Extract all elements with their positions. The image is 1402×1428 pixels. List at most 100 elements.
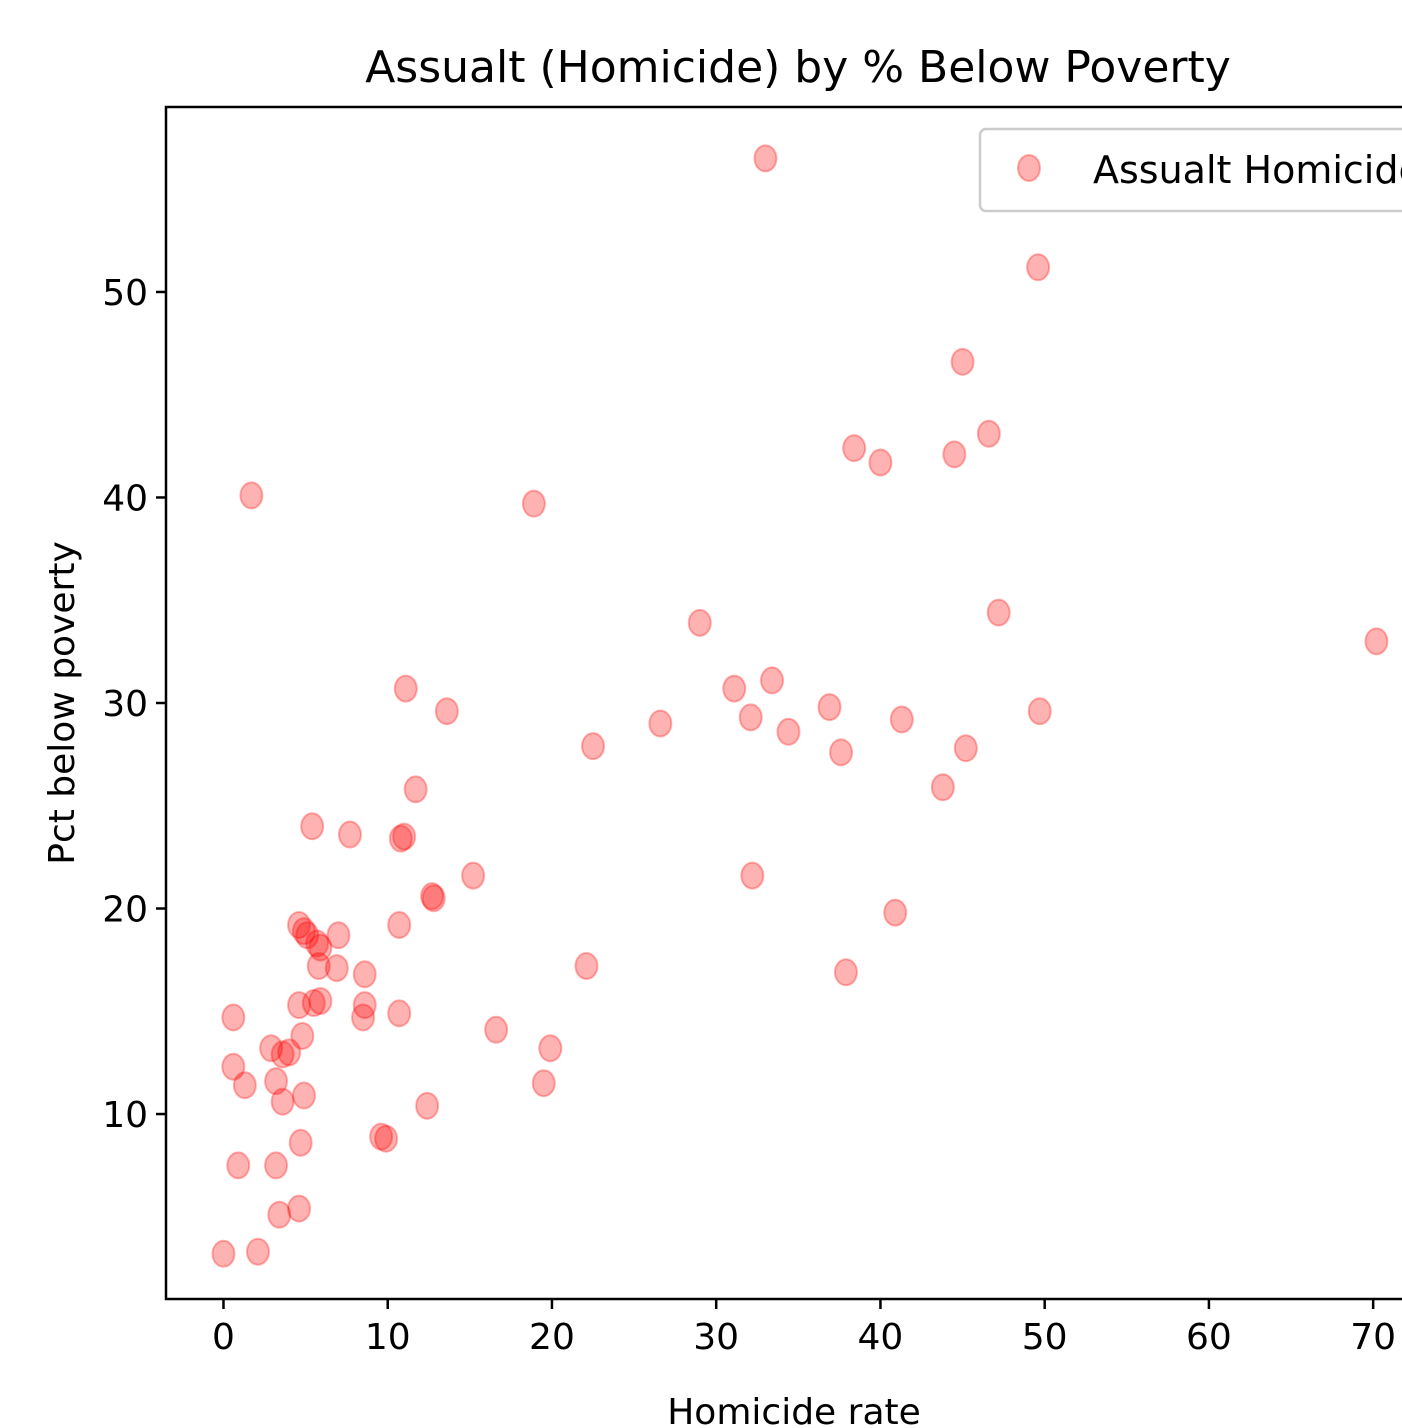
scatter-point: [976, 419, 1001, 448]
y-tick-label: 10: [102, 1095, 148, 1136]
scatter-point: [301, 989, 326, 1018]
legend: Assualt Homicide: [978, 127, 1402, 213]
scatter-point: [277, 1038, 302, 1067]
axes-layer: 0 10 20 30 40 50 60 70 10 20 30 40 50: [102, 273, 1396, 1358]
scatter-point: [421, 884, 446, 913]
x-tick-label: 30: [693, 1317, 739, 1358]
y-tick-label: 20: [102, 890, 148, 931]
scatter-point: [288, 1128, 313, 1157]
scatter-point: [722, 674, 747, 703]
scatter-point: [521, 489, 546, 518]
scatter-point: [287, 1194, 312, 1223]
scatter-point: [415, 1091, 440, 1120]
scatter-point: [817, 693, 842, 722]
legend-marker: [1017, 154, 1041, 182]
scatter-point: [531, 1069, 556, 1098]
scatter-point: [829, 738, 854, 767]
scatter-point: [953, 734, 978, 763]
x-tick-label: 0: [212, 1317, 235, 1358]
scatter-point: [259, 1034, 284, 1063]
scatter-point: [267, 1200, 292, 1229]
scatter-point: [287, 991, 312, 1020]
scatter-point: [760, 666, 785, 695]
scatter-point: [776, 717, 801, 746]
scatter-point: [986, 598, 1011, 627]
legend-label: Assualt Homicide: [1093, 148, 1402, 192]
scatter-point: [369, 1122, 394, 1151]
x-tick-label: 70: [1350, 1317, 1396, 1358]
scatter-point: [1027, 697, 1052, 726]
scatter-point: [300, 812, 325, 841]
scatter-point: [883, 898, 908, 927]
scatter-point: [264, 1067, 289, 1096]
y-tick-label: 50: [102, 273, 148, 314]
scatter-point: [374, 1124, 399, 1153]
scatter-point: [1026, 253, 1051, 282]
scatter-point: [264, 1151, 289, 1180]
scatter-point: [1364, 627, 1389, 656]
x-tick-label: 40: [858, 1317, 904, 1358]
scatter-point: [648, 709, 673, 738]
scatter-point: [420, 882, 445, 911]
scatter-point: [326, 921, 351, 950]
scatter-point: [581, 732, 606, 761]
x-tick-label: 20: [529, 1317, 575, 1358]
x-tick-label: 10: [365, 1317, 411, 1358]
scatter-point: [574, 952, 599, 981]
x-tick-label: 50: [1022, 1317, 1068, 1358]
scatter-point: [291, 917, 316, 946]
scatter-point: [290, 1021, 315, 1050]
y-axis-label: Pct below poverty: [42, 541, 83, 865]
scatter-point: [942, 440, 967, 469]
scatter-point: [434, 697, 459, 726]
scatter-point: [352, 960, 377, 989]
scatter-point: [211, 1239, 236, 1268]
scatter-point: [387, 910, 412, 939]
y-tick-label: 40: [102, 478, 148, 519]
scatter-point: [687, 608, 712, 637]
scatter-point: [868, 448, 893, 477]
y-tick-label: 30: [102, 684, 148, 725]
scatter-point: [392, 822, 417, 851]
scatter-point: [270, 1040, 295, 1069]
scatter-point: [403, 775, 428, 804]
scatter-point: [738, 703, 763, 732]
scatter-point: [387, 999, 412, 1028]
chart-title: Assualt (Homicide) by % Below Poverty: [365, 42, 1231, 93]
scatter-point: [740, 861, 765, 890]
scatter-point: [538, 1034, 563, 1063]
scatter-point: [245, 1237, 270, 1266]
scatter-point: [889, 705, 914, 734]
plot-frame: [164, 105, 1402, 1301]
points-layer: [211, 144, 1389, 1268]
scatter-point: [226, 1151, 251, 1180]
scatter-point: [842, 434, 867, 463]
scatter-point: [305, 929, 330, 958]
scatter-point: [388, 824, 413, 853]
scatter-point: [221, 1052, 246, 1081]
x-axis-label: Homicide rate: [667, 1392, 921, 1428]
scatter-point: [270, 1087, 295, 1116]
scatter-point: [337, 820, 362, 849]
x-tick-label: 60: [1186, 1317, 1232, 1358]
scatter-point: [287, 910, 312, 939]
scatter-point: [950, 347, 975, 376]
scatter-point: [324, 954, 349, 983]
scatter-point: [232, 1071, 257, 1100]
scatter-point: [221, 1003, 246, 1032]
scatter-point: [295, 921, 320, 950]
scatter-point: [352, 991, 377, 1020]
scatter-point: [291, 1081, 316, 1110]
scatter-point: [306, 952, 331, 981]
legend-box: [978, 127, 1402, 213]
scatter-point: [484, 1015, 509, 1044]
scatter-point: [930, 773, 955, 802]
scatter-point: [239, 481, 264, 510]
scatter-point: [833, 958, 858, 987]
scatter-point: [308, 987, 333, 1015]
scatter-point: [753, 144, 778, 173]
scatter-point: [393, 674, 418, 703]
scatter-point: [308, 933, 333, 962]
scatter-point: [351, 1003, 376, 1032]
